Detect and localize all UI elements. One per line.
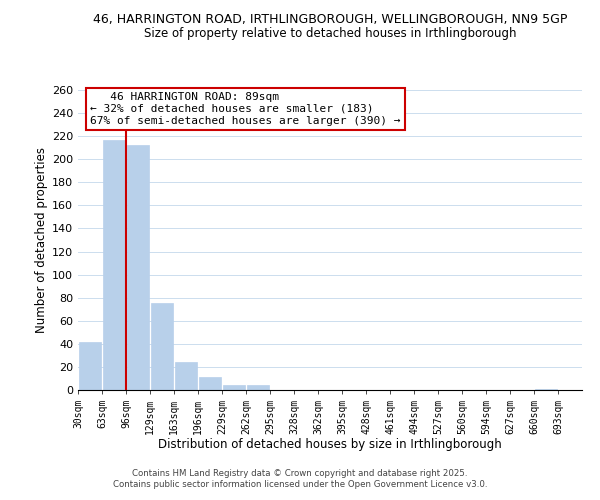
X-axis label: Distribution of detached houses by size in Irthlingborough: Distribution of detached houses by size … bbox=[158, 438, 502, 452]
Bar bbox=[127, 146, 149, 390]
Text: 46, HARRINGTON ROAD, IRTHLINGBOROUGH, WELLINGBOROUGH, NN9 5GP: 46, HARRINGTON ROAD, IRTHLINGBOROUGH, WE… bbox=[93, 12, 567, 26]
Text: 46 HARRINGTON ROAD: 89sqm
← 32% of detached houses are smaller (183)
67% of semi: 46 HARRINGTON ROAD: 89sqm ← 32% of detac… bbox=[90, 92, 401, 126]
Bar bbox=[151, 304, 173, 390]
Y-axis label: Number of detached properties: Number of detached properties bbox=[35, 147, 48, 333]
Text: Contains HM Land Registry data © Crown copyright and database right 2025.: Contains HM Land Registry data © Crown c… bbox=[132, 468, 468, 477]
Bar bbox=[199, 378, 221, 390]
Text: Size of property relative to detached houses in Irthlingborough: Size of property relative to detached ho… bbox=[144, 28, 516, 40]
Bar bbox=[223, 386, 245, 390]
Bar bbox=[79, 342, 101, 390]
Bar bbox=[247, 386, 269, 390]
Bar bbox=[103, 140, 125, 390]
Text: Contains public sector information licensed under the Open Government Licence v3: Contains public sector information licen… bbox=[113, 480, 487, 489]
Bar bbox=[175, 362, 197, 390]
Bar bbox=[535, 389, 557, 390]
